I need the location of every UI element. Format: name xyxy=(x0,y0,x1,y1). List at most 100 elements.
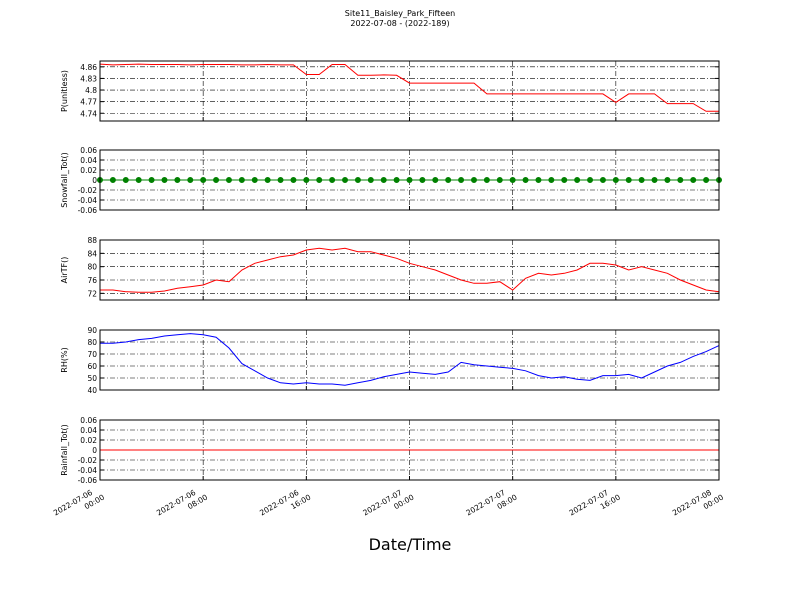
data-point xyxy=(329,177,336,183)
y-tick-label: 84 xyxy=(87,249,97,258)
data-point xyxy=(290,177,297,183)
x-tick-label: 2022-07-0700:00 xyxy=(361,484,415,526)
data-point xyxy=(393,177,400,183)
y-tick-label: 4.8 xyxy=(85,86,97,95)
data-point xyxy=(445,177,452,183)
x-tick-label: 2022-07-0716:00 xyxy=(568,484,622,526)
data-point xyxy=(587,177,594,183)
data-point xyxy=(225,177,232,183)
y-tick-label: 0.04 xyxy=(80,426,97,435)
axes-frame xyxy=(99,419,720,481)
y-tick-label: 0.04 xyxy=(80,156,97,165)
data-point xyxy=(599,177,606,183)
y-axis-label: Snowfall_Tot() xyxy=(60,152,69,208)
x-tick-label: 2022-07-0608:00 xyxy=(155,484,209,526)
y-tick-label: 88 xyxy=(87,236,97,245)
data-point xyxy=(406,177,413,183)
data-line xyxy=(99,63,719,112)
y-tick-label: -0.06 xyxy=(78,476,98,485)
data-point xyxy=(354,177,361,183)
y-tick-label: -0.02 xyxy=(78,456,98,465)
y-tick-label: 0 xyxy=(92,176,97,185)
axes-frame xyxy=(99,239,720,301)
y-tick-label: 72 xyxy=(87,289,97,298)
y-tick-label: 0.02 xyxy=(80,166,97,175)
y-axis-label: RH(%) xyxy=(60,347,69,372)
data-point xyxy=(419,177,426,183)
y-tick-label: 4.83 xyxy=(80,74,97,83)
y-tick-label: 50 xyxy=(87,374,97,383)
data-point xyxy=(574,177,581,183)
data-point xyxy=(509,177,516,183)
data-point xyxy=(690,177,697,183)
data-point xyxy=(187,177,194,183)
y-tick-label: 4.86 xyxy=(80,63,97,72)
data-point xyxy=(213,177,220,183)
y-tick-label: 60 xyxy=(87,362,97,371)
data-point xyxy=(625,177,632,183)
y-tick-label: 0.06 xyxy=(80,416,97,425)
y-tick-label: 76 xyxy=(87,276,97,285)
data-point xyxy=(651,177,658,183)
data-point xyxy=(174,177,181,183)
y-tick-label: 4.77 xyxy=(80,98,97,107)
data-point xyxy=(109,177,116,183)
data-point xyxy=(496,177,503,183)
data-point xyxy=(522,177,529,183)
data-point xyxy=(238,177,245,183)
data-point xyxy=(148,177,155,183)
data-point xyxy=(161,177,168,183)
axes-frame xyxy=(99,149,720,211)
data-point xyxy=(251,177,258,183)
data-point xyxy=(483,177,490,183)
y-tick-label: 90 xyxy=(87,326,97,335)
data-point xyxy=(677,177,684,183)
y-axis-label: P(unitless) xyxy=(60,70,69,112)
data-point xyxy=(342,177,349,183)
figure-title: Site11_Baisley_Park_Fifteen xyxy=(345,9,455,18)
y-tick-label: -0.04 xyxy=(78,196,98,205)
y-tick-label: 0.06 xyxy=(80,146,97,155)
data-point xyxy=(380,177,387,183)
data-point xyxy=(135,177,142,183)
x-tick-label: 2022-07-0708:00 xyxy=(464,484,518,526)
y-tick-label: 80 xyxy=(87,338,97,347)
y-tick-label: -0.04 xyxy=(78,466,98,475)
data-point xyxy=(264,177,271,183)
data-point xyxy=(535,177,542,183)
y-axis-label: AirTF() xyxy=(60,257,69,284)
data-line xyxy=(100,247,720,293)
axes-frame xyxy=(99,60,720,122)
data-point xyxy=(664,177,671,183)
data-point xyxy=(470,177,477,183)
y-tick-label: 0.02 xyxy=(80,436,97,445)
y-tick-label: -0.02 xyxy=(78,186,98,195)
data-point xyxy=(200,177,207,183)
data-point xyxy=(432,177,439,183)
x-axis-label: Date/Time xyxy=(369,535,452,554)
axes-frame xyxy=(99,329,720,391)
figure-subtitle: 2022-07-08 - (2022-189) xyxy=(350,19,449,28)
data-point xyxy=(638,177,645,183)
data-point xyxy=(561,177,568,183)
y-tick-label: 4.74 xyxy=(80,109,97,118)
x-tick-label: 2022-07-0600:00 xyxy=(52,484,106,526)
data-point xyxy=(458,177,465,183)
data-point xyxy=(122,177,129,183)
data-point xyxy=(548,177,555,183)
y-tick-label: 80 xyxy=(87,263,97,272)
data-point xyxy=(703,177,710,183)
x-tick-label: 2022-07-0800:00 xyxy=(671,484,725,526)
y-tick-label: -0.06 xyxy=(78,206,98,215)
data-point xyxy=(612,177,619,183)
y-tick-label: 40 xyxy=(87,386,97,395)
data-point xyxy=(277,177,284,183)
data-point xyxy=(303,177,310,183)
data-point xyxy=(367,177,374,183)
data-point xyxy=(316,177,323,183)
y-axis-label: Rainfall_Tot() xyxy=(60,424,69,476)
x-tick-label: 2022-07-0616:00 xyxy=(258,484,312,526)
y-tick-label: 0 xyxy=(92,446,97,455)
